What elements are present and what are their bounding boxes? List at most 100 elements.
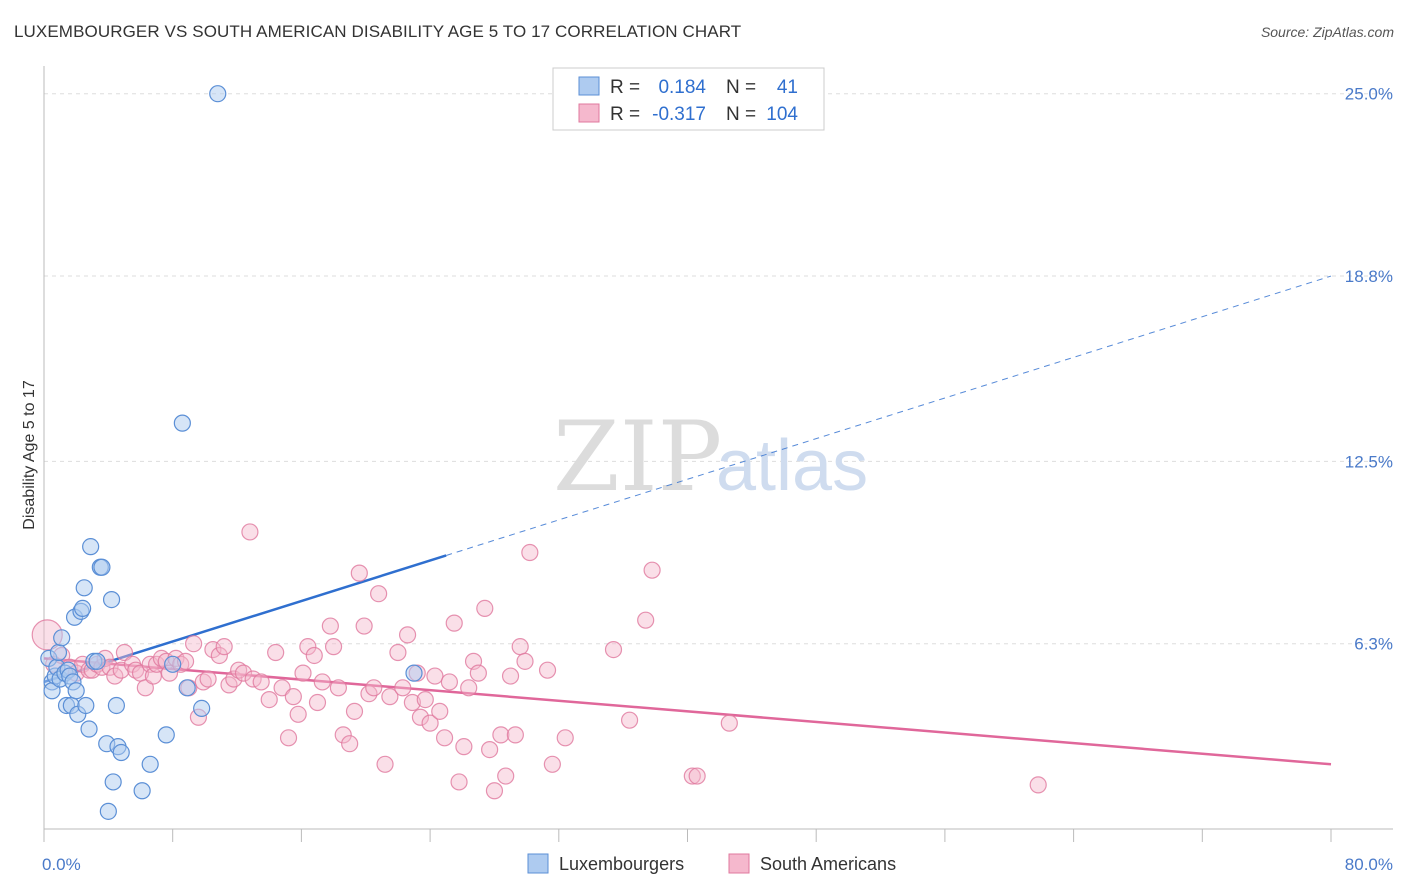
legend: R = 0.184 N = 41 R = -0.317 N = 104 [552, 67, 825, 131]
data-point-south-americans [398, 626, 417, 644]
data-point-luxembourgers [193, 699, 211, 718]
y-tick-label: 18.8% [1345, 267, 1393, 286]
data-point-luxembourgers [53, 629, 71, 647]
data-point-south-americans [321, 617, 339, 635]
data-point-south-americans [199, 670, 217, 688]
data-point-luxembourgers [141, 755, 159, 773]
data-point-south-americans [313, 673, 331, 691]
data-point-south-americans [234, 664, 253, 682]
data-point-south-americans [394, 679, 412, 697]
data-point-south-americans [485, 782, 504, 800]
trend-lines [43, 275, 1332, 766]
data-point-south-americans [688, 767, 706, 785]
bottom-legend-swatch-south-americans [728, 853, 750, 874]
data-point-south-americans [289, 705, 307, 723]
data-point-south-americans [445, 614, 463, 632]
data-point-south-americans [511, 638, 529, 656]
trend-line-luxembourgers [43, 554, 447, 684]
data-point-south-americans [421, 714, 439, 732]
data-point-south-americans [294, 664, 312, 682]
data-point-luxembourgers [107, 696, 125, 715]
data-point-south-americans [506, 726, 524, 744]
data-point-south-americans [521, 543, 539, 562]
data-point-south-americans [284, 688, 302, 706]
x-tick-label: 80.0% [1345, 855, 1393, 874]
data-point-luxembourgers [178, 679, 196, 697]
data-point-south-americans [308, 693, 327, 712]
data-point-south-americans [185, 635, 203, 653]
data-point-south-americans [194, 673, 212, 691]
data-point-luxembourgers [82, 538, 100, 556]
data-point-luxembourgers [173, 414, 191, 432]
data-point-south-americans [106, 667, 124, 685]
watermark-zip: ZIP [553, 401, 722, 513]
data-point-luxembourgers [112, 743, 130, 762]
data-point-south-americans [403, 693, 422, 712]
grid-lines [44, 93, 1393, 645]
data-point-south-americans [136, 679, 154, 697]
series-south-americans [31, 523, 1047, 800]
data-point-south-americans [501, 667, 520, 685]
data-point-luxembourgers [209, 85, 227, 103]
axes [43, 66, 1393, 842]
trend-line-south-americans [43, 657, 1332, 766]
data-point-south-americans [299, 638, 317, 656]
data-point-south-americans [643, 561, 661, 579]
y-axis-title: Disability Age 5 to 17 [21, 380, 38, 530]
data-point-south-americans [556, 729, 574, 747]
y-tick-label: 12.5% [1345, 452, 1393, 471]
data-point-south-americans [225, 670, 243, 688]
data-point-south-americans [334, 726, 352, 744]
source-label: Source: ZipAtlas.com [1260, 24, 1394, 40]
data-point-south-americans [215, 638, 233, 656]
legend-swatch-south-americans [578, 103, 600, 123]
legend-r-value: 0.184 [658, 77, 706, 98]
legend-n-value: 41 [777, 77, 798, 98]
data-point-south-americans [210, 646, 228, 665]
data-point-luxembourgers [75, 579, 93, 597]
trend-line-luxembourgers-extension [446, 275, 1332, 556]
y-tick-label: 6.3% [1354, 635, 1393, 654]
data-point-south-americans [381, 688, 399, 706]
data-point-luxembourgers [104, 773, 122, 791]
data-point-south-americans [365, 679, 383, 697]
data-point-south-americans [683, 767, 701, 785]
data-point-luxembourgers [102, 590, 121, 609]
data-point-south-americans [469, 664, 487, 682]
data-point-south-americans [516, 652, 534, 670]
data-point-south-americans [204, 640, 222, 659]
data-point-south-americans [279, 729, 298, 747]
data-point-luxembourgers [133, 782, 151, 800]
data-point-south-americans [604, 640, 623, 659]
data-point-south-americans [324, 638, 343, 656]
x-tick-label: 0.0% [42, 855, 81, 874]
data-point-south-americans [543, 755, 561, 773]
data-point-south-americans [411, 708, 430, 726]
y-tick-label: 25.0% [1345, 85, 1393, 104]
bottom-legend-south-americans: South Americans [760, 854, 896, 874]
data-point-south-americans [350, 564, 368, 582]
data-point-south-americans [538, 661, 557, 679]
data-point-south-americans [389, 643, 407, 662]
data-point-south-americans [620, 711, 639, 729]
data-point-south-americans [341, 735, 359, 753]
data-point-south-americans [305, 646, 323, 665]
data-point-luxembourgers [99, 802, 117, 820]
legend-swatch-luxembourgers [578, 76, 600, 96]
data-point-south-americans [241, 523, 259, 541]
data-point-luxembourgers [164, 655, 182, 673]
y-tick-labels: 6.3% 12.5% 18.8% 25.0% [1345, 85, 1393, 654]
data-point-south-americans [637, 611, 655, 629]
data-point-south-americans [355, 617, 373, 635]
data-point-south-americans [440, 673, 459, 691]
data-point-luxembourgers [80, 720, 98, 738]
data-point-luxembourgers [67, 682, 85, 700]
data-point-luxembourgers [74, 599, 92, 618]
data-point-south-americans [492, 726, 510, 744]
bottom-legend: Luxembourgers South Americans [527, 853, 896, 874]
data-point-south-americans [230, 661, 248, 679]
data-point-south-americans [481, 740, 499, 759]
data-point-south-americans [435, 729, 454, 747]
data-point-luxembourgers [77, 696, 95, 715]
